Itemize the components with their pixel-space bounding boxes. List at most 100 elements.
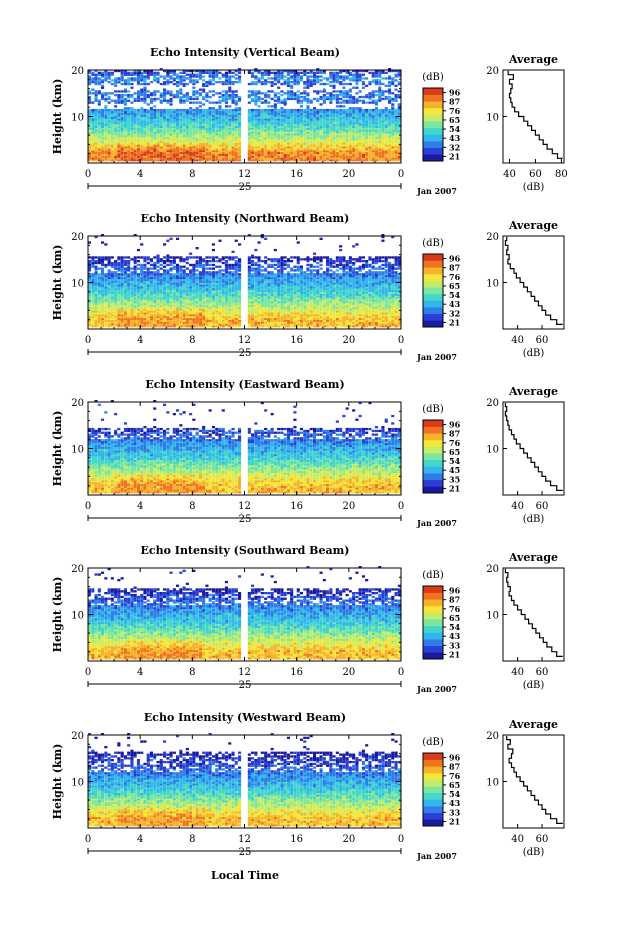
heatmap-cell [156, 71, 160, 74]
heatmap-cell [140, 79, 144, 82]
heatmap-cell [91, 88, 95, 91]
heatmap-cell [117, 317, 121, 320]
heatmap-cell [329, 120, 333, 123]
heatmap-cell [264, 317, 268, 320]
heatmap-cells [88, 68, 401, 162]
heatmap-cell [273, 302, 277, 306]
heatmap-cell [202, 129, 206, 132]
heatmap-cell [224, 77, 228, 80]
heatmap-cell [332, 125, 336, 128]
heatmap-cell [195, 319, 199, 322]
heatmap-cell [176, 138, 180, 141]
heatmap-cell [352, 75, 356, 78]
heatmap-cell [322, 110, 326, 114]
heatmap-cell [228, 149, 232, 153]
heatmap-cell [234, 129, 238, 132]
heatmap-cell [97, 120, 101, 123]
heatmap-cell [136, 157, 140, 160]
heatmap-cell [133, 308, 137, 311]
heatmap-cell [361, 155, 365, 158]
heatmap-cell [91, 155, 95, 158]
heatmap-cell [114, 116, 118, 119]
heatmap-cell [172, 138, 176, 141]
heatmap-cell [104, 304, 108, 307]
heatmap-cell [332, 146, 336, 149]
heatmap-cell [163, 310, 167, 313]
heatmap-cell [179, 131, 183, 134]
colorbar-swatch [423, 107, 443, 115]
heatmap-cell [313, 116, 317, 119]
heatmap-cell [319, 131, 323, 134]
heatmap-cell [358, 310, 362, 313]
heatmap-cell [293, 315, 297, 319]
heatmap-cell [114, 319, 118, 322]
heatmap-cell [208, 101, 212, 104]
heatmap-cell [156, 144, 160, 147]
heatmap-cell [257, 151, 261, 154]
heatmap-cell [270, 304, 274, 307]
heatmap-cell [388, 131, 392, 134]
heatmap-cell [277, 123, 281, 127]
heatmap-cell [149, 304, 153, 307]
heatmap-cell [169, 97, 173, 101]
heatmap-cell [221, 114, 225, 117]
heatmap-cell [218, 118, 222, 121]
heatmap-cell [127, 95, 131, 99]
heatmap-cell [374, 121, 378, 125]
heatmap-cell [397, 110, 401, 114]
heatmap-cell [120, 136, 124, 140]
heatmap-cell [143, 81, 147, 84]
colorbar-swatch [423, 121, 443, 129]
heatmap-cell [221, 116, 225, 119]
heatmap-cell [374, 79, 378, 82]
heatmap-cell [123, 315, 127, 319]
heatmap-cell [211, 314, 215, 317]
heatmap-cell [133, 125, 137, 128]
heatmap-cell [342, 308, 346, 311]
heatmap-cell [114, 99, 118, 102]
heatmap-cell [286, 136, 290, 140]
heatmap-cell [153, 99, 157, 102]
heatmap-cell [159, 129, 163, 132]
heatmap-cell [140, 323, 144, 326]
heatmap-cell [303, 92, 307, 95]
heatmap-cell [202, 155, 206, 158]
heatmap-cell [388, 108, 392, 112]
heatmap-cell [163, 77, 167, 80]
heatmap-cell [91, 149, 95, 153]
heatmap-cell [299, 302, 303, 306]
heatmap-cell [358, 308, 362, 311]
heatmap-cell [280, 325, 284, 328]
heatmap-cell [368, 121, 372, 125]
heatmap-cell [322, 310, 326, 313]
heatmap-cell [316, 110, 320, 114]
heatmap-cell [185, 306, 189, 309]
heatmap-cell [192, 90, 196, 93]
heatmap-cell [273, 99, 277, 102]
heatmap-cell [332, 138, 336, 141]
heatmap-cell [358, 110, 362, 114]
heatmap-cell [238, 107, 242, 110]
heatmap-cell [228, 321, 232, 324]
heatmap-cell [202, 321, 206, 324]
heatmap-cell [97, 304, 101, 307]
heatmap-cell [290, 159, 294, 162]
heatmap-cell [316, 153, 320, 156]
heatmap-cell [329, 312, 333, 315]
heatmap-cell [97, 131, 101, 134]
heatmap-cell [91, 73, 95, 76]
heatmap-cell [264, 121, 268, 125]
heatmap-cell [254, 108, 258, 112]
heatmap-cell [231, 92, 235, 95]
heatmap-cell [303, 118, 307, 121]
heatmap-cell [169, 71, 173, 74]
heatmap-cell [371, 110, 375, 114]
heatmap-cell [355, 159, 359, 162]
heatmap-cell [267, 308, 271, 311]
heatmap-cell [345, 315, 349, 319]
heatmap-cell [391, 148, 395, 151]
heatmap-cell [319, 155, 323, 158]
heatmap-cell [163, 92, 167, 95]
heatmap-cell [299, 304, 303, 307]
